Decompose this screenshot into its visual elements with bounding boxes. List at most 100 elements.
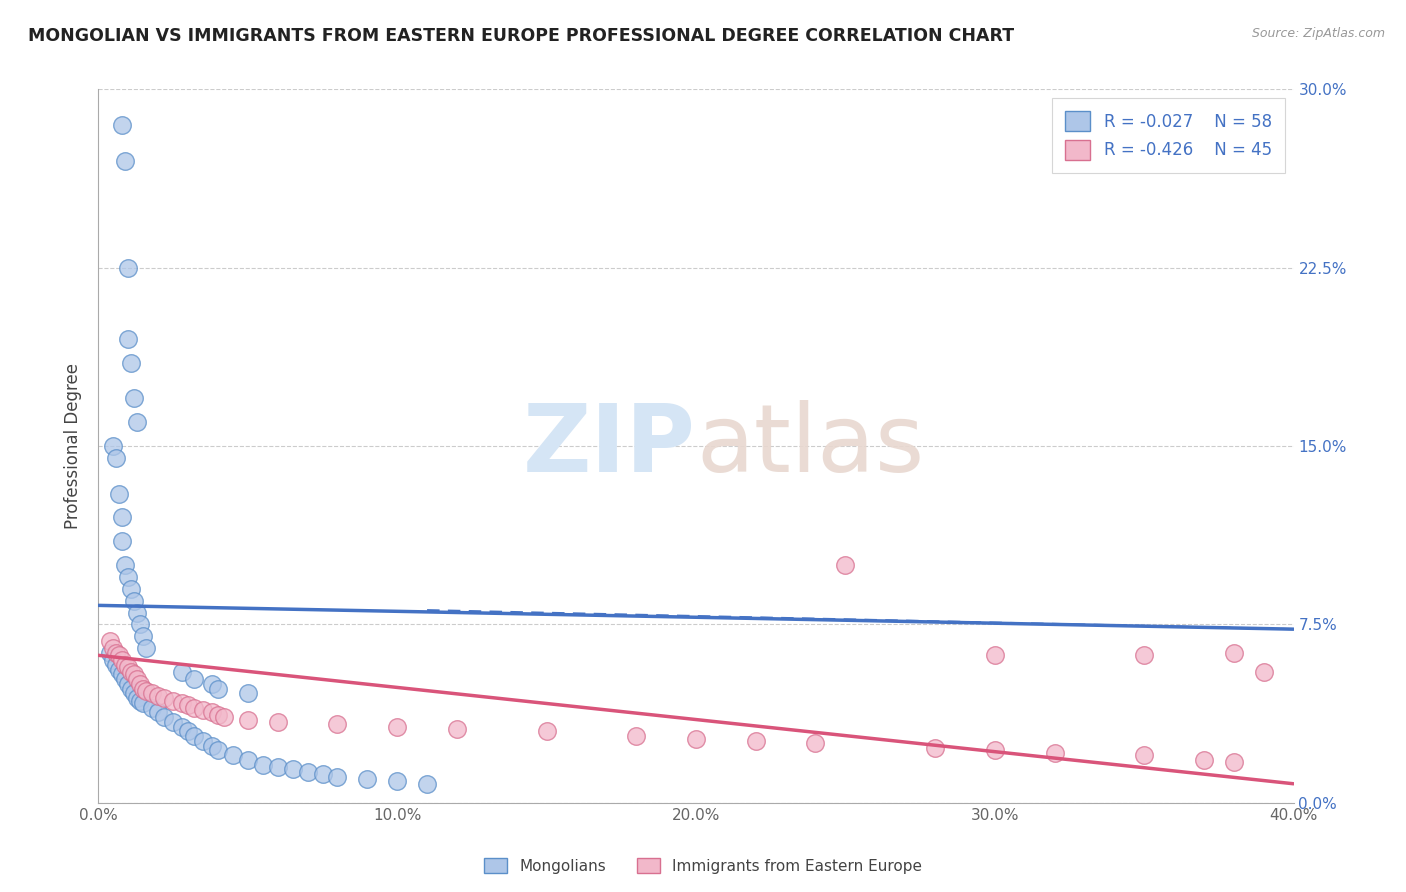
Point bbox=[129, 693, 152, 707]
Point bbox=[311, 767, 333, 781]
Point bbox=[326, 770, 349, 784]
Point bbox=[98, 646, 122, 660]
Point bbox=[1192, 753, 1215, 767]
Point bbox=[120, 665, 142, 679]
Point bbox=[252, 757, 274, 772]
Point bbox=[132, 629, 155, 643]
Point bbox=[103, 641, 125, 656]
Legend: Mongolians, Immigrants from Eastern Europe: Mongolians, Immigrants from Eastern Euro… bbox=[478, 852, 928, 880]
Point bbox=[191, 703, 214, 717]
Point bbox=[120, 681, 142, 696]
Point bbox=[117, 660, 139, 674]
Point bbox=[127, 415, 149, 429]
Point bbox=[281, 763, 304, 777]
Point bbox=[120, 356, 142, 370]
Y-axis label: Professional Degree: Professional Degree bbox=[65, 363, 83, 529]
Point bbox=[127, 606, 149, 620]
Point bbox=[127, 691, 149, 706]
Point bbox=[1043, 746, 1066, 760]
Point bbox=[1253, 665, 1275, 679]
Text: MONGOLIAN VS IMMIGRANTS FROM EASTERN EUROPE PROFESSIONAL DEGREE CORRELATION CHAR: MONGOLIAN VS IMMIGRANTS FROM EASTERN EUR… bbox=[28, 27, 1014, 45]
Point bbox=[1223, 756, 1246, 770]
Point bbox=[446, 722, 468, 736]
Point bbox=[172, 696, 194, 710]
Point bbox=[183, 700, 205, 714]
Point bbox=[183, 729, 205, 743]
Point bbox=[127, 672, 149, 686]
Point bbox=[984, 743, 1007, 757]
Point bbox=[416, 777, 439, 791]
Point bbox=[108, 663, 131, 677]
Text: Source: ZipAtlas.com: Source: ZipAtlas.com bbox=[1251, 27, 1385, 40]
Point bbox=[326, 717, 349, 731]
Point bbox=[117, 677, 139, 691]
Point bbox=[105, 450, 128, 465]
Point bbox=[267, 714, 290, 729]
Point bbox=[201, 739, 224, 753]
Point bbox=[111, 118, 134, 132]
Point bbox=[1223, 646, 1246, 660]
Point bbox=[141, 700, 163, 714]
Point bbox=[114, 657, 136, 672]
Point bbox=[129, 677, 152, 691]
Point bbox=[685, 731, 707, 746]
Point bbox=[114, 558, 136, 572]
Point bbox=[984, 648, 1007, 663]
Point bbox=[114, 153, 136, 168]
Point bbox=[162, 693, 184, 707]
Point bbox=[124, 392, 146, 406]
Point bbox=[191, 734, 214, 748]
Point bbox=[201, 677, 224, 691]
Point bbox=[207, 743, 229, 757]
Point bbox=[207, 707, 229, 722]
Point bbox=[236, 686, 259, 700]
Point bbox=[536, 724, 558, 739]
Point bbox=[114, 672, 136, 686]
Point bbox=[120, 582, 142, 596]
Point bbox=[201, 706, 224, 720]
Point bbox=[385, 774, 409, 789]
Point bbox=[626, 729, 648, 743]
Point bbox=[135, 641, 157, 656]
Point bbox=[124, 686, 146, 700]
Point bbox=[124, 667, 146, 681]
Point bbox=[148, 706, 170, 720]
Point bbox=[111, 510, 134, 524]
Point bbox=[117, 332, 139, 346]
Point bbox=[132, 696, 155, 710]
Point bbox=[212, 710, 235, 724]
Point bbox=[183, 672, 205, 686]
Point bbox=[177, 724, 200, 739]
Text: atlas: atlas bbox=[696, 400, 924, 492]
Point bbox=[148, 689, 170, 703]
Point bbox=[804, 736, 827, 750]
Point bbox=[105, 646, 128, 660]
Point bbox=[153, 691, 176, 706]
Point bbox=[111, 667, 134, 681]
Point bbox=[236, 753, 259, 767]
Text: ZIP: ZIP bbox=[523, 400, 696, 492]
Point bbox=[111, 653, 134, 667]
Point bbox=[1133, 748, 1156, 763]
Point bbox=[172, 720, 194, 734]
Point bbox=[108, 486, 131, 500]
Point bbox=[124, 593, 146, 607]
Point bbox=[267, 760, 290, 774]
Point bbox=[108, 648, 131, 663]
Point bbox=[153, 710, 176, 724]
Legend: R = -0.027    N = 58, R = -0.426    N = 45: R = -0.027 N = 58, R = -0.426 N = 45 bbox=[1052, 97, 1285, 173]
Point bbox=[117, 260, 139, 275]
Point bbox=[105, 657, 128, 672]
Point bbox=[385, 720, 409, 734]
Point bbox=[172, 665, 194, 679]
Point bbox=[162, 714, 184, 729]
Point bbox=[745, 734, 768, 748]
Point bbox=[1133, 648, 1156, 663]
Point bbox=[356, 772, 378, 786]
Point bbox=[98, 634, 122, 648]
Point bbox=[177, 698, 200, 713]
Point bbox=[111, 534, 134, 549]
Point bbox=[222, 748, 245, 763]
Point bbox=[141, 686, 163, 700]
Point bbox=[103, 653, 125, 667]
